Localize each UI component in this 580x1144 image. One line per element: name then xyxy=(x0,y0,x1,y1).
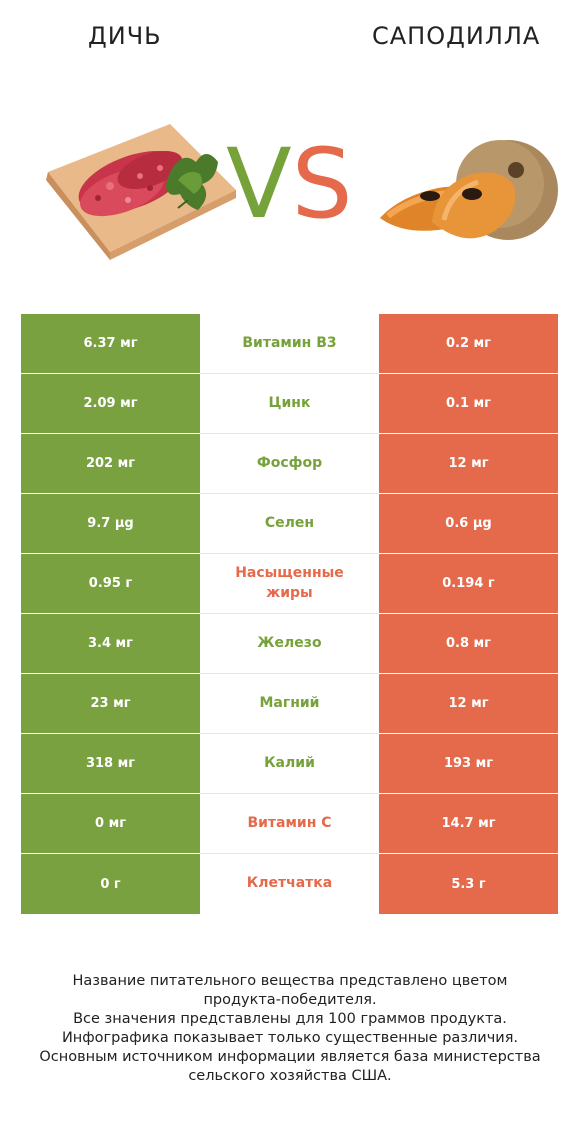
table-row: 6.37 мг Витамин B3 0.2 мг xyxy=(21,314,558,374)
footer-line: Основным источником информации является … xyxy=(39,1049,541,1065)
left-value: 3.4 мг xyxy=(21,614,200,674)
right-value: 5.3 г xyxy=(379,854,558,914)
footer-line: Инфографика показывает только существенн… xyxy=(61,1030,519,1046)
left-value: 0.95 г xyxy=(21,554,200,614)
left-value: 202 мг xyxy=(21,434,200,494)
nutrient-label: Витамин C xyxy=(200,794,379,854)
left-value: 0 г xyxy=(21,854,200,914)
left-value: 23 мг xyxy=(21,674,200,734)
nutrient-label: Насыщенные жиры xyxy=(200,554,379,614)
table-row: 0.95 г Насыщенные жиры 0.194 г xyxy=(21,554,558,614)
table-row: 202 мг Фосфор 12 мг xyxy=(21,434,558,494)
nutrient-label: Витамин B3 xyxy=(200,314,379,374)
right-value: 12 мг xyxy=(379,674,558,734)
footer-line: продукта-победителя. xyxy=(203,992,377,1008)
table-row: 3.4 мг Железо 0.8 мг xyxy=(21,614,558,674)
left-value: 318 мг xyxy=(21,734,200,794)
table-row: 0 мг Витамин C 14.7 мг xyxy=(21,794,558,854)
nutrient-label: Железо xyxy=(200,614,379,674)
footer-line: сельского хозяйства США. xyxy=(188,1068,392,1084)
left-value: 2.09 мг xyxy=(21,374,200,434)
table-row: 2.09 мг Цинк 0.1 мг xyxy=(21,374,558,434)
comparison-table: 6.37 мг Витамин B3 0.2 мг 2.09 мг Цинк 0… xyxy=(21,314,558,914)
nutrient-label: Магний xyxy=(200,674,379,734)
table-row: 318 мг Калий 193 мг xyxy=(21,734,558,794)
left-product-title: ДИЧЬ xyxy=(88,22,162,50)
right-value: 0.1 мг xyxy=(379,374,558,434)
left-value: 6.37 мг xyxy=(21,314,200,374)
right-value: 193 мг xyxy=(379,734,558,794)
vs-label: VS xyxy=(226,136,353,232)
right-value: 14.7 мг xyxy=(379,794,558,854)
right-value: 12 мг xyxy=(379,434,558,494)
minced-meat-on-board-icon xyxy=(46,124,236,260)
right-value: 0.194 г xyxy=(379,554,558,614)
footer-line: Название питательного вещества представл… xyxy=(72,973,508,989)
footer-notes: Название питательного вещества представл… xyxy=(20,972,560,1086)
table-row: 9.7 µg Селен 0.6 µg xyxy=(21,494,558,554)
table-row: 23 мг Магний 12 мг xyxy=(21,674,558,734)
footer-line: Все значения представлены для 100 граммо… xyxy=(73,1011,507,1027)
vs-v: V xyxy=(226,128,292,240)
right-value: 0.2 мг xyxy=(379,314,558,374)
nutrient-label: Фосфор xyxy=(200,434,379,494)
sapodilla-fruit-icon xyxy=(380,140,558,240)
right-value: 0.6 µg xyxy=(379,494,558,554)
right-product-title: САПОДИЛЛА xyxy=(372,22,541,50)
vs-s: S xyxy=(291,128,353,240)
nutrient-label: Клетчатка xyxy=(200,854,379,914)
table-row: 0 г Клетчатка 5.3 г xyxy=(21,854,558,914)
hero-illustration xyxy=(46,124,558,260)
left-value: 9.7 µg xyxy=(21,494,200,554)
nutrient-label: Селен xyxy=(200,494,379,554)
left-value: 0 мг xyxy=(21,794,200,854)
nutrient-label: Цинк xyxy=(200,374,379,434)
right-value: 0.8 мг xyxy=(379,614,558,674)
nutrient-label: Калий xyxy=(200,734,379,794)
